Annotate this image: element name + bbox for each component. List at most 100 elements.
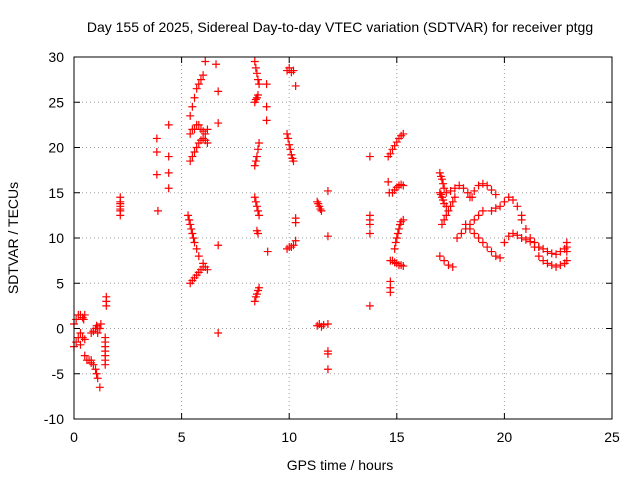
- chart-title: Day 155 of 2025, Sidereal Day-to-day VTE…: [87, 19, 593, 35]
- data-point-marker: [435, 168, 444, 177]
- data-point-marker: [463, 188, 472, 197]
- data-point-marker: [504, 193, 513, 202]
- data-point-marker: [262, 102, 271, 111]
- data-point-marker: [116, 205, 125, 214]
- data-point-marker: [93, 329, 102, 338]
- data-point-marker: [474, 234, 483, 242]
- data-point-marker: [255, 80, 264, 89]
- data-point-marker: [152, 170, 161, 179]
- data-point-marker: [521, 224, 530, 233]
- data-point-marker: [285, 140, 294, 149]
- data-point-marker: [186, 129, 195, 138]
- data-point-marker: [478, 206, 487, 215]
- data-point-marker: [189, 234, 198, 242]
- data-point-marker: [255, 283, 264, 292]
- data-point-marker: [102, 292, 111, 301]
- data-point-marker: [534, 243, 543, 252]
- data-point-marker: [453, 234, 462, 242]
- data-point-marker: [92, 369, 101, 378]
- data-point-marker: [365, 152, 374, 161]
- data-point-marker: [391, 238, 400, 247]
- data-point-marker: [262, 80, 271, 89]
- data-point-marker: [250, 193, 259, 202]
- y-tick-label: 30: [48, 49, 64, 65]
- data-point-marker: [526, 234, 535, 242]
- data-point-marker: [450, 193, 459, 202]
- data-point-marker: [250, 161, 259, 170]
- data-point-marker: [291, 236, 300, 245]
- data-point-marker: [190, 93, 199, 102]
- data-point-marker: [289, 66, 298, 75]
- data-point-marker: [194, 80, 203, 89]
- data-point-marker: [440, 215, 449, 224]
- data-point-marker: [251, 197, 260, 206]
- data-point-marker: [365, 301, 374, 310]
- data-point-marker: [474, 211, 483, 220]
- data-point-marker: [190, 148, 199, 157]
- data-point-marker: [253, 229, 262, 238]
- data-point-marker: [394, 224, 403, 233]
- data-point-marker: [461, 220, 470, 229]
- data-point-marker: [101, 333, 110, 342]
- data-point-marker: [186, 157, 195, 166]
- x-axis-title: GPS time / hours: [287, 457, 394, 473]
- data-point-marker: [470, 229, 479, 238]
- data-point-marker: [439, 195, 448, 204]
- data-point-marker: [390, 244, 399, 253]
- data-point-marker: [289, 157, 298, 166]
- data-point-marker: [291, 81, 300, 90]
- data-point-marker: [93, 374, 102, 383]
- data-point-marker: [251, 63, 260, 72]
- data-point-marker: [164, 152, 173, 161]
- x-tick-label: 0: [70, 429, 78, 445]
- data-point-marker: [263, 247, 272, 256]
- data-point-marker: [474, 181, 483, 190]
- data-point-marker: [255, 138, 264, 147]
- data-point-marker: [448, 262, 457, 271]
- data-point-marker: [440, 256, 449, 265]
- data-point-marker: [214, 119, 223, 128]
- data-point-marker: [509, 195, 518, 204]
- data-point-marker: [192, 244, 201, 253]
- data-point-marker: [487, 186, 496, 195]
- data-point-marker: [95, 324, 104, 333]
- x-tick-label: 15: [389, 429, 405, 445]
- data-point-marker: [252, 69, 261, 78]
- data-point-marker: [444, 261, 453, 270]
- data-point-marker: [203, 138, 212, 147]
- data-point-marker: [194, 120, 203, 129]
- data-point-marker: [496, 253, 505, 262]
- data-point-marker: [192, 143, 201, 152]
- data-point-marker: [323, 365, 332, 374]
- data-point-marker: [323, 319, 332, 328]
- data-point-marker: [517, 215, 526, 224]
- data-point-marker: [442, 211, 451, 220]
- data-point-marker: [439, 179, 448, 188]
- data-point-marker: [164, 120, 173, 129]
- data-point-marker: [444, 206, 453, 215]
- x-tick-label: 20: [497, 429, 513, 445]
- data-point-marker: [562, 247, 571, 256]
- data-point-marker: [316, 205, 325, 214]
- data-point-marker: [457, 229, 466, 238]
- data-point-marker: [253, 206, 262, 215]
- data-point-marker: [440, 184, 449, 193]
- y-tick-label: -5: [52, 366, 65, 382]
- data-point-marker: [214, 87, 223, 96]
- data-point-marker: [253, 91, 262, 100]
- data-point-marker: [437, 175, 446, 184]
- data-point-marker: [543, 259, 552, 268]
- data-point-marker: [392, 234, 401, 242]
- data-point-marker: [562, 256, 571, 265]
- data-point-marker: [76, 329, 85, 338]
- data-point-marker: [317, 206, 326, 215]
- data-point-marker: [190, 238, 199, 247]
- data-point-marker: [214, 241, 223, 250]
- data-point-marker: [556, 261, 565, 270]
- data-point-marker: [96, 319, 105, 328]
- data-point-marker: [547, 261, 556, 270]
- data-point-marker: [543, 247, 552, 256]
- data-point-marker: [496, 202, 505, 211]
- y-tick-label: 25: [48, 94, 64, 110]
